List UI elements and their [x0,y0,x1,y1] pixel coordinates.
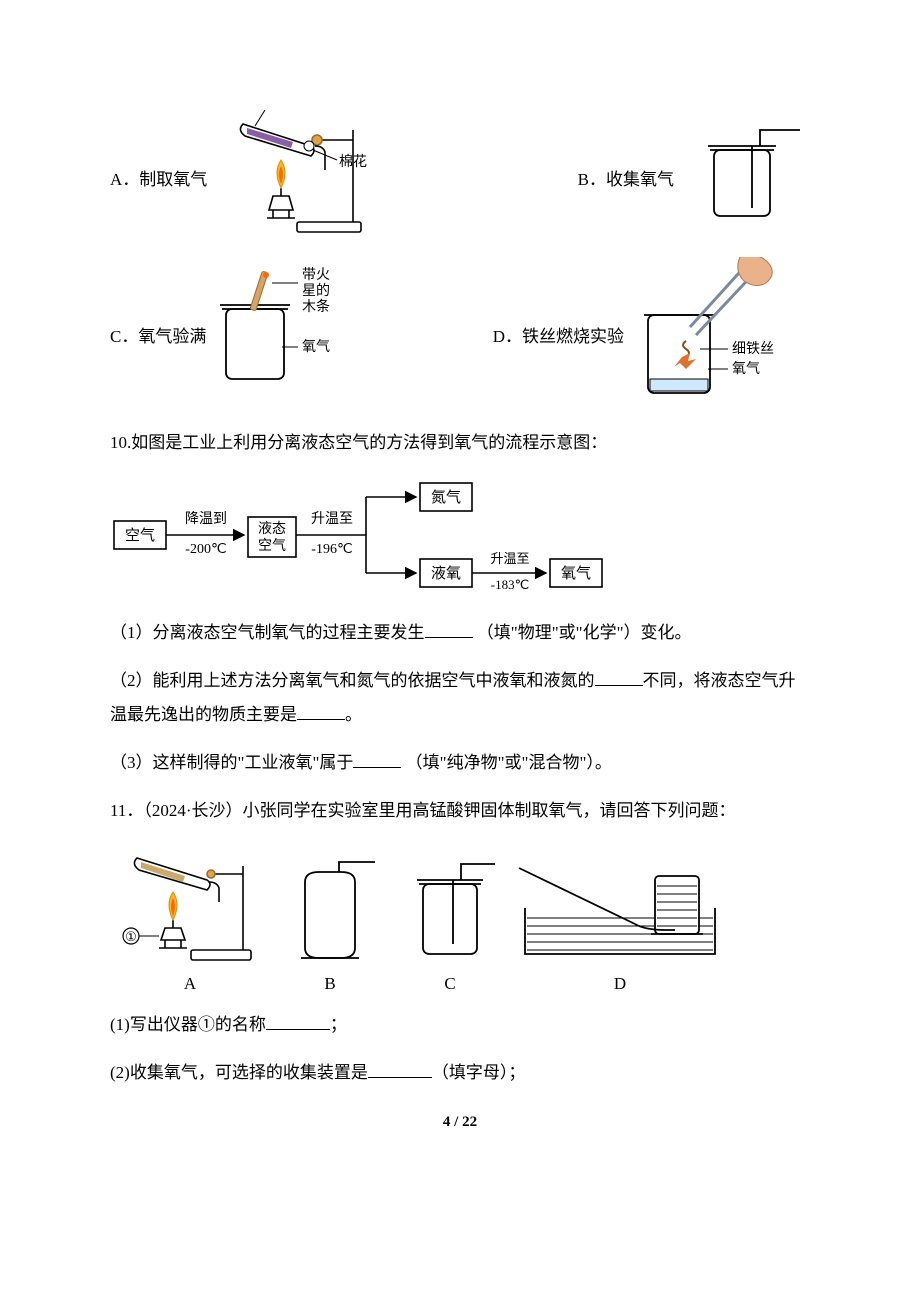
q10-p2: （2）能利用上述方法分离氧气和氮气的依据空气中液氧和液氮的不同，将液态空气升温最… [110,664,810,732]
option-d-figure: 细铁丝 氧气 [630,257,810,412]
option-c: C．氧气验满 带火 星 [110,267,392,402]
svg-text:降温到: 降温到 [185,511,227,527]
svg-text:氧气: 氧气 [302,339,330,355]
option-row-cd: C．氧气验满 带火 星 [110,257,810,412]
q11-app-c: C [390,858,510,994]
q10-p1a: （1）分离液态空气制氧气的过程主要发生 [110,623,425,642]
q10-flow-diagram: 空气 降温到 -200℃ 液态 空气 升温至 -196℃ 氮气 液氧 [110,478,810,598]
q11-p2: (2)收集氧气，可选择的收集装置是 （填字母）； [110,1056,810,1090]
option-c-label: C．氧气验满 [110,322,206,347]
svg-text:-183℃: -183℃ [491,577,529,592]
svg-text:空气: 空气 [125,527,155,544]
svg-text:木条: 木条 [302,298,330,315]
q10-p1b: （填"物理"或"化学"）变化。 [477,623,692,642]
option-d-label: D．铁丝燃烧实验 [493,322,624,347]
page: A．制取氧气 [0,0,920,1191]
q10-stem: 10.如图是工业上利用分离液态空气的方法得到氧气的流程示意图： [110,426,810,460]
q10-p2c: 。 [345,705,362,724]
q10-p3: （3）这样制得的"工业液氧"属于 （填"纯净物"或"混合物"）。 [110,746,810,780]
svg-text:细铁丝: 细铁丝 [732,341,774,357]
svg-text:-200℃: -200℃ [185,542,226,557]
svg-text:星的: 星的 [302,283,330,299]
svg-text:氧气: 氧气 [561,565,591,582]
option-c-figure: 带火 星的 木条 氧气 [212,267,392,402]
option-b-figure [680,120,810,235]
q11-app-a: ① A [110,848,270,994]
q11-label-d: D [614,974,626,994]
annot-kmso4: 高锰酸钾 [243,110,299,112]
q11-p2a: (2)收集氧气，可选择的收集装置是 [110,1063,368,1082]
q10-p3b: （填"纯净物"或"混合物"）。 [406,753,612,772]
q11-p1b: ； [330,1015,347,1034]
annot-cotton: 棉花 [339,153,367,170]
q10-blank1[interactable] [425,621,473,638]
q11-p1: (1)写出仪器①的名称 ； [110,1008,810,1042]
q11-p2b: （填字母）； [432,1063,526,1082]
q11-label-b: B [324,974,335,994]
svg-text:氧气: 氧气 [732,361,760,377]
q11-app-b: B [270,858,390,994]
svg-text:带火: 带火 [302,267,330,283]
svg-text:①: ① [125,929,137,944]
q11-blank2[interactable] [368,1061,432,1078]
svg-text:升温至: 升温至 [490,551,529,566]
q10-blank2[interactable] [595,669,643,686]
svg-text:液氧: 液氧 [431,565,461,582]
svg-text:氮气: 氮气 [431,489,461,506]
q11-label-a: A [184,974,196,994]
q11-stem: 11．（2024·长沙）小张同学在实验室里用高锰酸钾固体制取氧气，请回答下列问题… [110,794,810,828]
q10-p2a: （2）能利用上述方法分离氧气和氮气的依据空气中液氧和液氮的 [110,671,595,690]
q11-blank1[interactable] [266,1013,330,1030]
q11-app-d: D [510,858,730,994]
q11-apparatus-row: ① A B [110,848,810,994]
svg-text:液态: 液态 [258,521,286,537]
svg-text:空气: 空气 [258,538,286,554]
svg-text:升温至: 升温至 [311,511,353,527]
q10-blank3[interactable] [297,703,345,720]
q10-p1: （1）分离液态空气制氧气的过程主要发生 （填"物理"或"化学"）变化。 [110,616,810,650]
option-a: A．制取氧气 [110,110,393,245]
option-a-figure: 高锰酸钾 棉花 [213,110,393,245]
page-footer: 4 / 22 [110,1114,810,1131]
option-row-ab: A．制取氧气 [110,110,810,245]
q10-p3a: （3）这样制得的"工业液氧"属于 [110,753,353,772]
svg-text:-196℃: -196℃ [311,542,352,557]
option-b-label: B．收集氧气 [578,165,674,190]
option-d: D．铁丝燃烧实验 [493,257,810,412]
option-a-label: A．制取氧气 [110,165,207,190]
q10-blank4[interactable] [353,751,401,768]
q11-p1a: (1)写出仪器①的名称 [110,1015,266,1034]
q11-label-c: C [444,974,455,994]
option-b: B．收集氧气 [578,120,810,235]
